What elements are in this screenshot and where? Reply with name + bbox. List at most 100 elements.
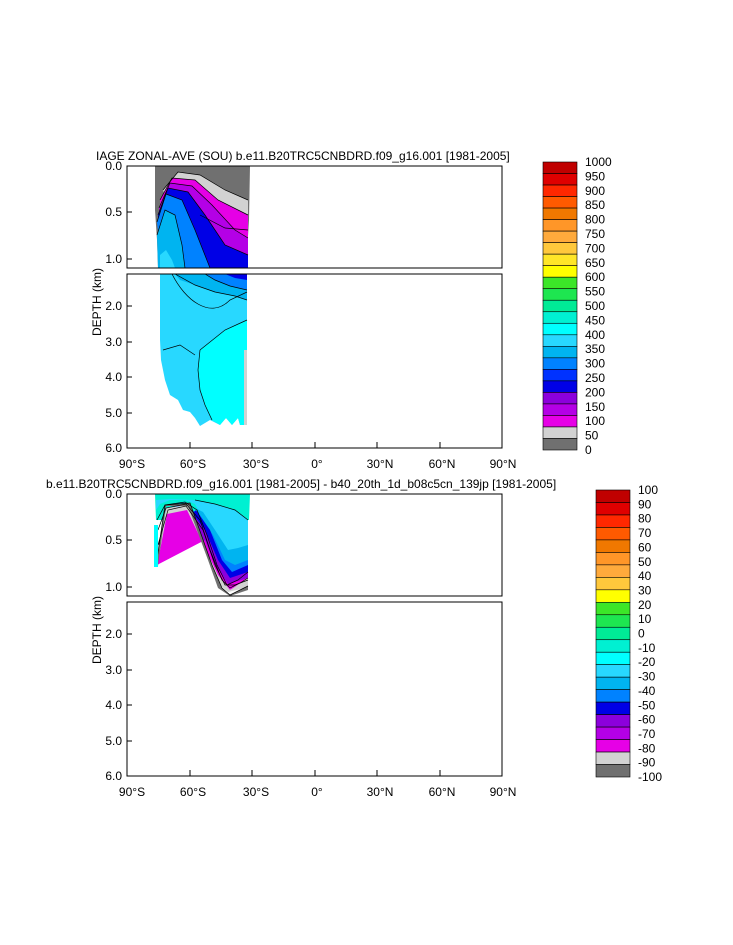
bottom-colorbar: 1009080706050403020100-10-20-30-40-50-60… <box>595 483 662 784</box>
bottom-ytick-0: 0.0 <box>105 487 122 501</box>
top-xtick-4: 30°N <box>367 457 394 471</box>
colorbar-label: -20 <box>638 655 656 669</box>
colorbar-label: 950 <box>585 169 605 183</box>
top-tick-marks <box>126 211 503 448</box>
colorbar-swatch <box>542 426 578 439</box>
colorbar-swatch <box>595 514 631 528</box>
colorbar-swatch <box>542 253 578 266</box>
colorbar-label: 80 <box>638 512 652 526</box>
bottom-ytick-4: 3.0 <box>105 663 122 677</box>
colorbar-swatch <box>542 196 578 209</box>
colorbar-label: 10 <box>638 612 652 626</box>
colorbar-swatch <box>542 219 578 232</box>
colorbar-label: 350 <box>585 342 605 356</box>
bottom-upper-contours <box>154 494 250 596</box>
bottom-ytick-3: 2.0 <box>105 627 122 641</box>
colorbar-swatch <box>542 380 578 393</box>
bottom-ytick-2: 1.0 <box>105 580 122 594</box>
colorbar-label: 800 <box>585 213 605 227</box>
colorbar-swatch <box>542 392 578 405</box>
top-xtick-3: 0° <box>311 457 323 471</box>
colorbar-swatch <box>595 751 631 765</box>
bottom-xtick-5: 60°N <box>429 785 456 799</box>
colorbar-label: 100 <box>585 414 605 428</box>
top-upper-contours <box>155 166 250 268</box>
colorbar-label: -90 <box>638 756 656 770</box>
colorbar-label: -40 <box>638 684 656 698</box>
bottom-ytick-6: 5.0 <box>105 734 122 748</box>
colorbar-label: 40 <box>638 569 652 583</box>
colorbar-swatch <box>595 577 631 591</box>
colorbar-swatch <box>542 322 578 336</box>
colorbar-swatch <box>595 589 631 603</box>
colorbar-label: 400 <box>585 328 605 342</box>
bottom-tick-marks <box>126 539 503 776</box>
bottom-xtick-2: 30°S <box>243 785 269 799</box>
colorbar-label: 600 <box>585 270 605 284</box>
colorbar-label: 100 <box>638 483 658 497</box>
colorbar-swatch <box>542 230 578 243</box>
bottom-xtick-6: 90°N <box>490 785 517 799</box>
colorbar-swatch <box>595 739 631 753</box>
top-ytick-1: 0.5 <box>105 205 122 219</box>
top-lower-contours <box>160 274 248 426</box>
colorbar-swatch <box>595 664 631 678</box>
colorbar-label: 60 <box>638 540 652 554</box>
colorbar-swatch <box>542 288 578 301</box>
colorbar-swatch <box>542 311 578 324</box>
colorbar-label: 150 <box>585 400 605 414</box>
bottom-xtick-1: 60°S <box>180 785 206 799</box>
colorbar-swatch <box>542 276 578 290</box>
colorbar-label: 650 <box>585 256 605 270</box>
bottom-xtick-3: 0° <box>311 785 323 799</box>
colorbar-swatch <box>595 701 631 715</box>
colorbar-swatch <box>542 242 578 255</box>
colorbar-label: -70 <box>638 727 656 741</box>
colorbar-label: 300 <box>585 357 605 371</box>
colorbar-label: 1000 <box>585 155 612 169</box>
bottom-title: b.e11.B20TRC5CNBDRD.f09_g16.001 [1981-20… <box>46 477 556 491</box>
bottom-ylabel: DEPTH (km) <box>90 596 104 664</box>
colorbar-swatch <box>595 552 631 566</box>
colorbar-swatch <box>542 334 578 347</box>
colorbar-swatch <box>595 689 631 703</box>
colorbar-label: 50 <box>638 555 652 569</box>
bottom-ytick-1: 0.5 <box>105 533 122 547</box>
bottom-xtick-0: 90°S <box>119 785 145 799</box>
top-xtick-6: 90°N <box>490 457 517 471</box>
top-xtick-1: 60°S <box>180 457 206 471</box>
top-ytick-2: 1.0 <box>105 252 122 266</box>
colorbar-swatch <box>542 357 578 370</box>
top-xtick-5: 60°N <box>429 457 456 471</box>
bottom-ytick-5: 4.0 <box>105 698 122 712</box>
colorbar-swatch <box>542 207 578 220</box>
colorbar-swatch <box>595 626 631 641</box>
colorbar-swatch <box>542 265 578 278</box>
colorbar-label: 50 <box>585 429 599 443</box>
colorbar-label: 250 <box>585 371 605 385</box>
top-ytick-0: 0.0 <box>105 159 122 173</box>
colorbar-swatch <box>595 539 631 553</box>
colorbar-swatch <box>542 415 578 428</box>
colorbar-label: -60 <box>638 713 656 727</box>
top-upper-frame <box>126 165 503 269</box>
colorbar-swatch <box>595 489 631 503</box>
colorbar-label: 200 <box>585 385 605 399</box>
colorbar-swatch <box>542 299 578 313</box>
top-ytick-4: 3.0 <box>105 335 122 349</box>
colorbar-label: 550 <box>585 285 605 299</box>
colorbar-swatch <box>595 564 631 578</box>
top-title: IAGE ZONAL-AVE (SOU) b.e11.B20TRC5CNBDRD… <box>96 149 510 163</box>
top-xtick-2: 30°S <box>243 457 269 471</box>
colorbar-label: 850 <box>585 198 605 212</box>
colorbar-label: 0 <box>585 443 592 457</box>
colorbar-swatch <box>542 161 578 174</box>
top-ytick-7: 6.0 <box>105 441 122 455</box>
bottom-ytick-7: 6.0 <box>105 769 122 783</box>
colorbar-swatch <box>595 726 631 740</box>
colorbar-swatch <box>595 614 631 628</box>
colorbar-swatch <box>595 714 631 728</box>
colorbar-swatch <box>595 639 631 653</box>
colorbar-swatch <box>595 764 631 778</box>
